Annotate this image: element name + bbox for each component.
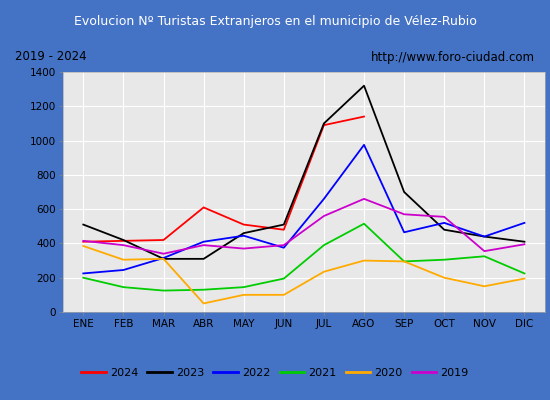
Text: 2019 - 2024: 2019 - 2024 xyxy=(15,50,87,64)
Text: Evolucion Nº Turistas Extranjeros en el municipio de Vélez-Rubio: Evolucion Nº Turistas Extranjeros en el … xyxy=(74,14,476,28)
Legend: 2024, 2023, 2022, 2021, 2020, 2019: 2024, 2023, 2022, 2021, 2020, 2019 xyxy=(77,364,473,382)
Text: http://www.foro-ciudad.com: http://www.foro-ciudad.com xyxy=(371,50,535,64)
